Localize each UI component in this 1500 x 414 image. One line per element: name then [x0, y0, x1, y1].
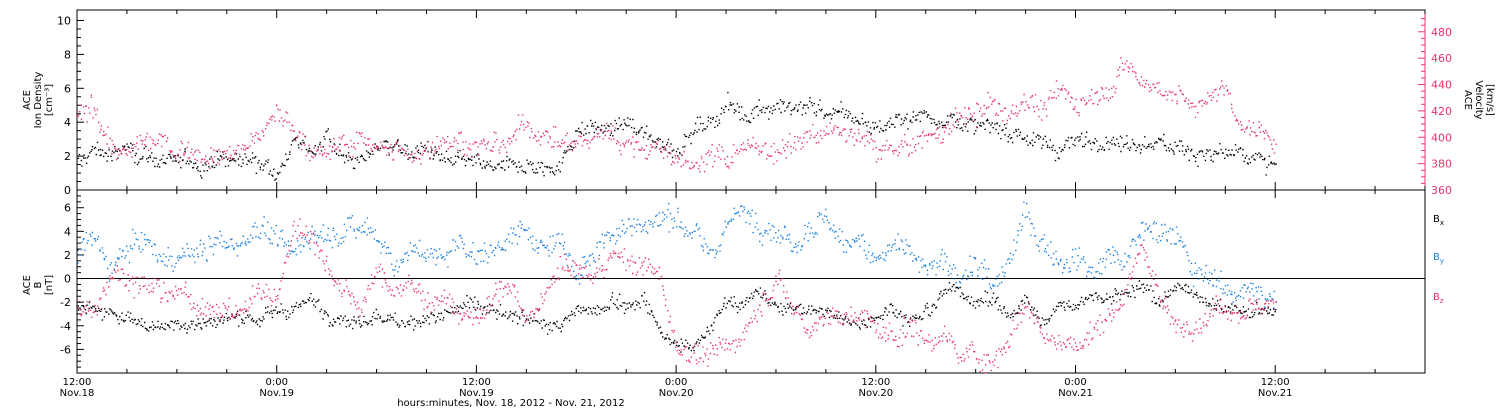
tick-label-left: 6 [64, 82, 71, 95]
tick-label-right: 400 [1431, 131, 1452, 144]
velocity-series-points [77, 57, 1277, 173]
x-tick-date: Nov.19 [459, 388, 494, 399]
x-tick-time: 12:00 [1261, 377, 1290, 388]
bottom-frame [76, 189, 1426, 374]
ylabel-right-line: [km/s] [1484, 84, 1495, 116]
ylabel-left-line: ACE [22, 90, 33, 110]
ylabel-right-line: Velocity [1473, 80, 1484, 119]
top-frame [76, 9, 1426, 191]
x-tick-date: Nov.19 [259, 388, 294, 399]
x-tick-time: 0:00 [1064, 377, 1086, 388]
x-axis: 12:00Nov.180:00Nov.1912:00Nov.190:00Nov.… [60, 10, 1426, 409]
x-tick-date: Nov.20 [858, 388, 893, 399]
x-tick-date: Nov.18 [60, 388, 95, 399]
x-tick-date: Nov.21 [1258, 388, 1293, 399]
tick-label-right: 480 [1431, 26, 1452, 39]
density-series [76, 91, 1277, 181]
tick-label-right: 360 [1431, 184, 1452, 197]
density-series-points [76, 91, 1277, 181]
tick-label-left: -2 [60, 296, 71, 309]
bz-series [77, 218, 1277, 374]
top-left-ticks: 0 2 4 6 8 10 [57, 14, 84, 197]
tick-label-right: 420 [1431, 105, 1452, 118]
ylabel-left-line: B [33, 281, 44, 288]
legend: Bx By Bz [1433, 214, 1444, 305]
x-tick-time: 0:00 [665, 377, 687, 388]
tick-label-left: 2 [64, 249, 71, 262]
x-tick-time: 0:00 [265, 377, 287, 388]
tick-label-left: -6 [60, 343, 71, 356]
x-tick-date: Nov.21 [1058, 388, 1093, 399]
ylabel-left-line: [cm⁻³] [44, 84, 55, 116]
by-series [77, 201, 1278, 309]
x-axis-title: hours:minutes, Nov. 18, 2012 - Nov. 21, … [397, 398, 625, 409]
by-series-points [77, 201, 1278, 309]
tick-label-left: 4 [64, 116, 71, 129]
bottom-panel: -6 -4 -2 0 2 4 6 ACE B [nT] Bx By Bz [22, 189, 1444, 374]
bx-series [77, 280, 1277, 353]
legend-entry: Bx [1433, 214, 1444, 227]
tick-label-right: 380 [1431, 158, 1452, 171]
legend-entry: By [1433, 252, 1444, 265]
tick-label-left: 8 [64, 48, 71, 61]
x-tick-date: Nov.20 [659, 388, 694, 399]
tick-label-left: 6 [64, 202, 71, 215]
bx-series-points [77, 280, 1277, 353]
x-tick-time: 12:00 [462, 377, 491, 388]
bottom-left-ticks: -6 -4 -2 0 2 4 6 [60, 189, 84, 374]
tick-label-left: -4 [60, 320, 71, 333]
tick-label-right: 440 [1431, 79, 1452, 92]
ylabel-right-line: ACE [1462, 90, 1473, 110]
tick-label-left: 0 [64, 273, 71, 286]
legend-entry: Bz [1433, 292, 1444, 305]
ylabel-left-line: Ion Density [33, 72, 44, 129]
x-tick-time: 12:00 [861, 377, 890, 388]
ylabel-left-line: ACE [22, 275, 33, 295]
tick-label-left: 0 [64, 184, 71, 197]
x-tick-time: 12:00 [63, 377, 92, 388]
ylabel-left-line: [nT] [44, 275, 55, 295]
top-right-ticks: 360 380 400 420 440 460 480 [1418, 10, 1452, 197]
tick-label-left: 10 [57, 14, 71, 27]
bz-series-points [77, 218, 1277, 374]
tick-label-left: 4 [64, 225, 71, 238]
tick-label-left: 2 [64, 150, 71, 163]
velocity-series [77, 57, 1277, 173]
tick-label-right: 460 [1431, 52, 1452, 65]
